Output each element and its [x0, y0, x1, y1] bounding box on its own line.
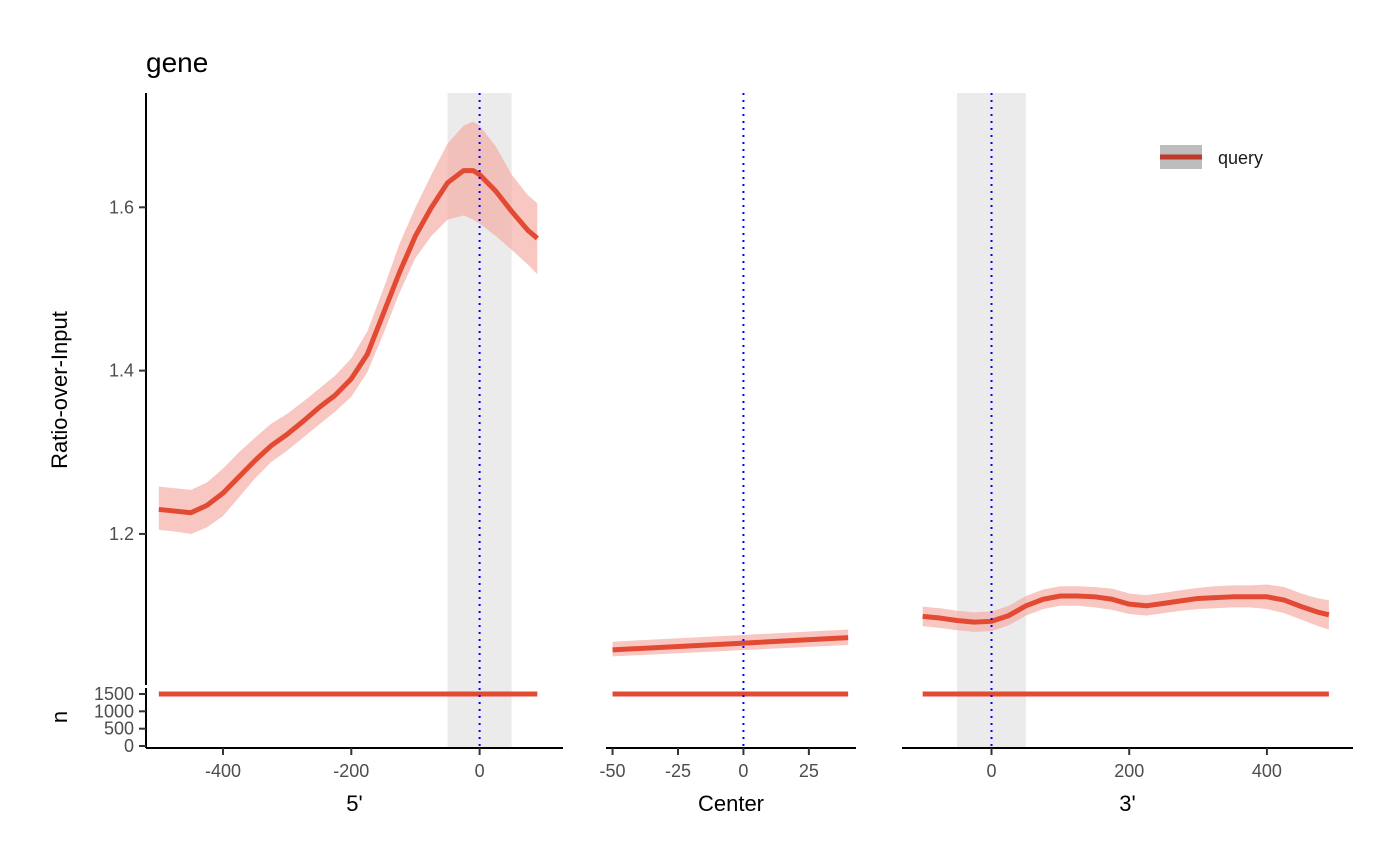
shade-region-three: [957, 93, 1026, 748]
x-tick-label-center: 0: [738, 761, 748, 781]
x-tick-label-five: 0: [475, 761, 485, 781]
confidence-ribbon-five: [158, 121, 538, 534]
x-tick-label-five: -200: [333, 761, 369, 781]
series-line-center: [612, 635, 849, 653]
n-tick-label: 500: [104, 719, 134, 739]
y-axis-title: Ratio-over-Input: [47, 311, 72, 469]
x-tick-label-five: -400: [205, 761, 241, 781]
x-axis-title-center: Center: [698, 791, 764, 816]
x-axis-title-five: 5': [346, 791, 362, 816]
series-line-three: [922, 593, 1330, 625]
y-tick-label: 1.6: [109, 197, 134, 217]
x-tick-label-three: 400: [1252, 761, 1282, 781]
x-tick-label-three: 0: [987, 761, 997, 781]
y-tick-label: 1.2: [109, 524, 134, 544]
plot-area: -400 -200 0 5' -50 -25 0 25 Center 0 200 400 3' 1.2 1.…: [94, 93, 1353, 816]
x-axis-title-three: 3': [1119, 791, 1135, 816]
n-tick-label: 0: [124, 736, 134, 756]
chart-title: gene: [146, 47, 208, 78]
n-axis-title: n: [47, 711, 72, 723]
x-tick-label-center: 25: [799, 761, 819, 781]
legend-label: query: [1218, 148, 1263, 168]
x-tick-label-three: 200: [1114, 761, 1144, 781]
x-tick-label-center: -50: [600, 761, 626, 781]
n-tick-label: 1000: [94, 701, 134, 721]
legend: query: [1160, 145, 1263, 169]
x-tick-label-center: -25: [665, 761, 691, 781]
n-tick-label: 1500: [94, 684, 134, 704]
y-tick-label: 1.4: [109, 361, 134, 381]
series-line-five: [158, 168, 539, 516]
